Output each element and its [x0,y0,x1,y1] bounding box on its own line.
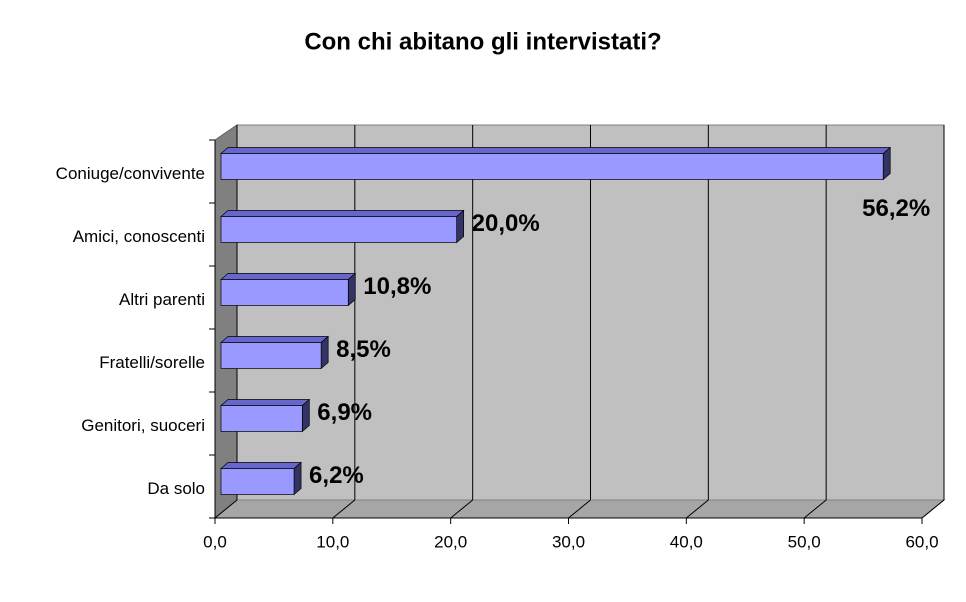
x-tick-label: 50,0 [788,532,821,551]
bar-side [456,209,465,244]
y-tick-label: Fratelli/sorelle [99,353,205,372]
grid [214,125,945,519]
bar [220,153,884,180]
y-tick-label: Genitori, suoceri [81,416,205,435]
x-tick-label: 10,0 [316,532,349,551]
y-tick-label: Amici, conoscenti [73,227,205,246]
chart-title: Con chi abitano gli intervistati? [304,28,661,55]
x-tick-label: 40,0 [670,532,703,551]
value-label: 20,0% [472,210,540,237]
bar-side [293,461,302,496]
floor-grid-line [450,499,473,519]
bar [220,279,349,306]
bar-side [320,335,329,370]
value-label: 56,2% [862,195,930,222]
value-label: 10,8% [363,273,431,300]
bar-side [347,272,356,307]
floor-grid-line [332,499,356,519]
value-label: 8,5% [336,336,391,363]
side-wall [214,124,238,520]
y-tick-label: Altri parenti [119,290,205,309]
bar-top [220,210,465,217]
x-tick-label: 60,0 [905,532,938,551]
bar-top [220,462,303,469]
bar-top [220,336,330,343]
floor-grid-line [214,499,238,519]
bar [220,216,458,243]
floor-grid-line [568,499,591,519]
bars [220,146,892,496]
value-label: 6,9% [317,399,372,426]
bar [220,342,322,369]
bar [220,468,295,495]
x-tick-label: 20,0 [434,532,467,551]
y-tick-label: Coniuge/convivente [56,164,205,183]
bar-top [220,147,892,154]
floor-grid-line [921,499,945,519]
value-label: 6,2% [309,462,364,489]
bar-top [220,399,311,406]
floor-grid-line [686,499,709,519]
x-tick-label: 30,0 [552,532,585,551]
bar-top [220,273,357,280]
y-tick-label: Da solo [147,479,205,498]
x-tick-label: 0,0 [203,532,227,551]
bar [220,405,303,432]
bar-side [301,398,310,433]
bar-side [882,146,891,181]
floor-grid-line [803,499,827,519]
